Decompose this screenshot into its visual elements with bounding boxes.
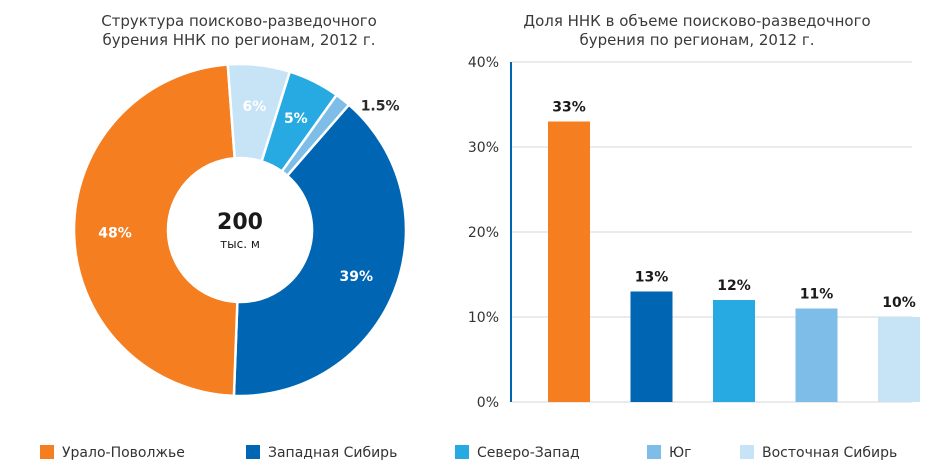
legend-item: Западная Сибирь (246, 445, 397, 461)
donut-slice-label: 6% (243, 99, 267, 115)
legend-label: Восточная Сибирь (762, 445, 897, 461)
bar-y-tick-label: 30% (468, 140, 499, 156)
bar-y-tick-label: 20% (468, 225, 499, 241)
donut-title-line-1: Структура поисково-разведочного (101, 12, 377, 30)
legend-label: Урало-Поволжье (62, 445, 185, 461)
donut-slices (72, 62, 408, 398)
bar-title-line-1: Доля ННК в объеме поисково-разведочного (523, 12, 870, 30)
bar-value-labels: 33% 13% 12% 11% 10% (552, 100, 916, 312)
bar-западная-сибирь (630, 291, 673, 402)
donut-center-value: 200 (217, 210, 263, 235)
legend-label: Юг (669, 445, 691, 461)
bar-y-tick-label: 0% (477, 395, 499, 411)
bar-value-label: 33% (552, 100, 586, 116)
donut-center-unit: тыс. м (220, 237, 260, 251)
bar-value-label: 13% (635, 270, 669, 286)
legend-swatch (40, 445, 54, 459)
donut-slice-label: 48% (98, 225, 132, 241)
donut-title: Структура поисково-разведочного бурения … (101, 12, 377, 49)
bar-юг (795, 308, 838, 402)
bar-северо-запад (713, 300, 755, 402)
bar-title: Доля ННК в объеме поисково-разведочного … (523, 12, 870, 49)
donut-slice-урало-поволжье (72, 63, 239, 398)
legend-item: Северо-Запад (455, 445, 580, 461)
bar-y-tick-label: 10% (468, 310, 499, 326)
donut-slice-юг (280, 93, 351, 178)
legend-item: Юг (647, 445, 691, 461)
donut-title-line-2: бурения ННК по регионам, 2012 г. (103, 31, 376, 49)
legend-swatch (647, 445, 661, 459)
bar-bars (548, 121, 920, 402)
legend-label: Северо-Запад (477, 445, 580, 461)
bar-восточная-сибирь (878, 317, 920, 402)
legend-item: Восточная Сибирь (740, 445, 897, 461)
legend-swatch (246, 445, 260, 459)
donut-slice-западная-сибирь (232, 102, 408, 398)
bar-y-tick-label: 40% (468, 55, 499, 71)
donut-slice-label: 1.5% (361, 99, 400, 115)
donut-slice-label: 39% (340, 269, 374, 285)
legend-swatch (740, 445, 754, 459)
legend-item: Урало-Поволжье (40, 445, 185, 461)
bar-урало-поволжье (548, 121, 590, 402)
bar-title-line-2: бурения по регионам, 2012 г. (580, 31, 815, 49)
bar-y-tick-labels: 0% 10% 20% 30% 40% (468, 55, 499, 411)
donut-slice-label: 5% (284, 111, 308, 127)
donut-slice-labels: 39% 48% 6% 5% 1.5% (98, 99, 399, 285)
legend: Урало-Поволжье Западная Сибирь Северо-Запа… (40, 445, 897, 461)
bar-value-label: 12% (717, 278, 751, 294)
legend-swatch (455, 445, 469, 459)
bar-value-label: 11% (800, 287, 834, 303)
legend-label: Западная Сибирь (268, 445, 397, 461)
bar-value-label: 10% (882, 295, 916, 311)
